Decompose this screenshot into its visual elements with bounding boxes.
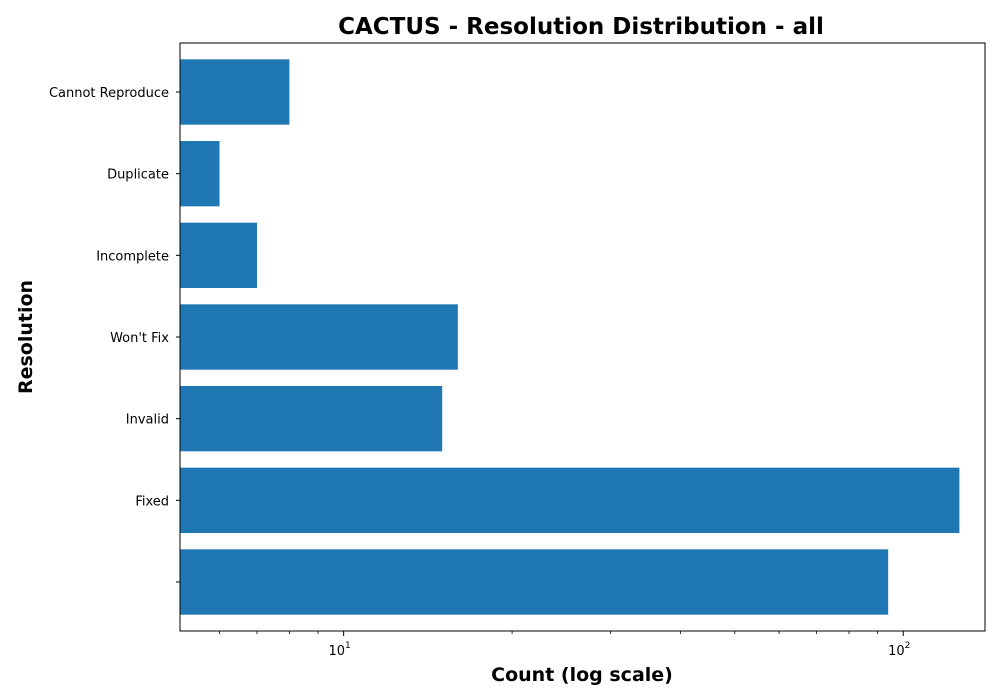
y-tick-label: Invalid bbox=[126, 413, 169, 428]
bar-unlabeled bbox=[180, 549, 889, 615]
chart-title: CACTUS - Resolution Distribution - all bbox=[338, 14, 824, 40]
y-tick-label: Won't Fix bbox=[110, 331, 169, 346]
bar-won-t-fix bbox=[180, 304, 458, 370]
bars-group bbox=[180, 59, 960, 615]
x-tick-label: 101 bbox=[328, 641, 350, 659]
bar-duplicate bbox=[180, 141, 220, 207]
y-tick-label: Duplicate bbox=[107, 168, 169, 183]
plot-area-frame bbox=[179, 42, 986, 632]
y-axis-label: Resolution bbox=[15, 280, 37, 394]
y-axis-ticks: Fixed Invalid Won't Fix Incomplete Duplicate… bbox=[49, 86, 180, 583]
bar-fixed bbox=[180, 467, 960, 533]
bar-cannot-reproduce bbox=[180, 59, 290, 125]
y-tick-label: Incomplete bbox=[96, 249, 169, 264]
x-tick-label: 102 bbox=[888, 641, 910, 659]
y-tick-label: Cannot Reproduce bbox=[49, 86, 169, 101]
x-axis-label: Count (log scale) bbox=[491, 664, 673, 686]
y-tick-label: Fixed bbox=[135, 494, 169, 509]
bar-invalid bbox=[180, 386, 443, 452]
bar-incomplete bbox=[180, 222, 257, 288]
x-axis-ticks: 101 102 bbox=[219, 631, 910, 659]
